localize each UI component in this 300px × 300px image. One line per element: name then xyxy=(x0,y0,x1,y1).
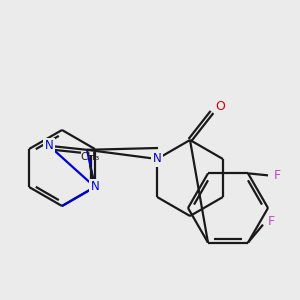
Text: F: F xyxy=(273,169,280,182)
Text: F: F xyxy=(267,215,274,228)
Text: N: N xyxy=(91,181,99,194)
Text: O: O xyxy=(215,100,225,113)
Text: CH₃: CH₃ xyxy=(80,152,100,162)
Text: N: N xyxy=(45,140,54,152)
Text: N: N xyxy=(153,152,161,166)
